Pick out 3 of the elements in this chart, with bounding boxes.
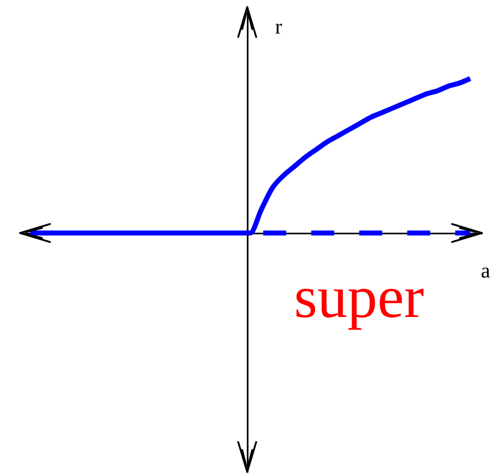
y-axis-title: r bbox=[275, 14, 282, 38]
text: super bbox=[294, 264, 424, 330]
x-axis-title: a bbox=[480, 258, 491, 283]
